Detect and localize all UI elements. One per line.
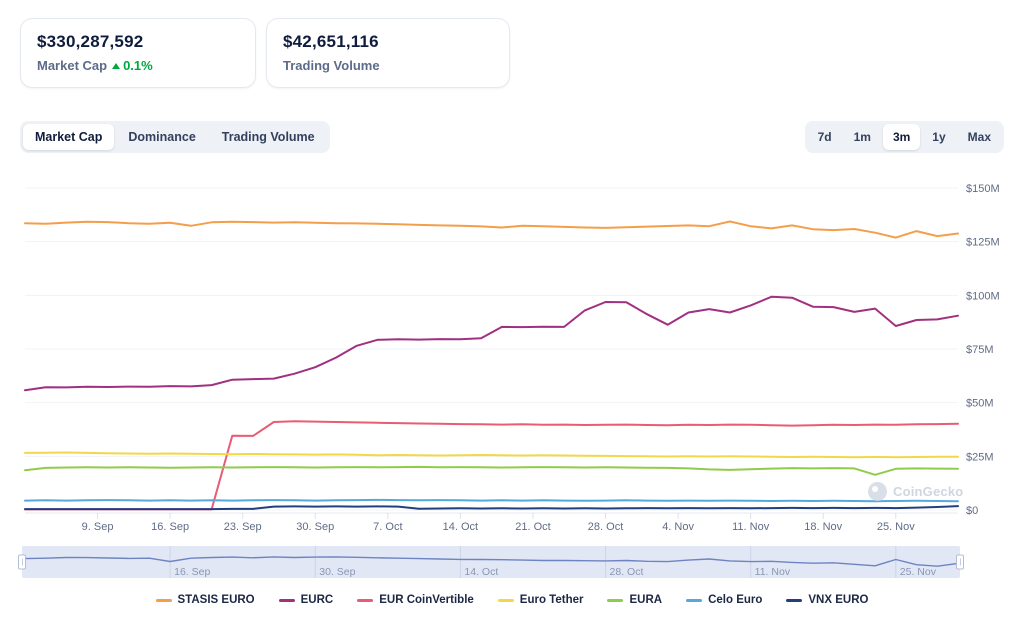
- gecko-logo-icon: [868, 482, 887, 501]
- legend-dash-icon: [278, 598, 295, 602]
- tab-dominance[interactable]: Dominance: [116, 124, 207, 150]
- legend-item-eura[interactable]: EURA: [607, 594, 662, 606]
- navigator-date-label: 25. Nov: [900, 566, 937, 578]
- x-axis-label: 14. Oct: [443, 521, 478, 533]
- chart-navigator[interactable]: 16. Sep 30. Sep 14. Oct 28. Oct 11. Nov 25. N…: [18, 546, 964, 578]
- y-axis-label: $0: [966, 505, 978, 517]
- x-axis-label: 7. Oct: [373, 521, 402, 533]
- navigator-date-label: 28. Oct: [610, 566, 644, 578]
- arrow-up-icon: [112, 62, 121, 69]
- range-1m[interactable]: 1m: [844, 124, 881, 150]
- tab-trading-volume[interactable]: Trading Volume: [210, 124, 327, 150]
- legend-dash-icon: [357, 598, 374, 602]
- y-axis-label: $75M: [966, 344, 994, 356]
- market-cap-label-row: Market Cap 0.1%: [37, 58, 239, 73]
- legend-item-vnx-euro[interactable]: VNX EURO: [786, 594, 868, 606]
- x-axis-label: 11. Nov: [732, 521, 770, 533]
- range-max[interactable]: Max: [958, 124, 1001, 150]
- market-cap-card: $330,287,592 Market Cap 0.1%: [20, 18, 256, 88]
- x-axis-label: 28. Oct: [588, 521, 623, 533]
- legend-label: VNX EURO: [808, 594, 869, 606]
- series-line-eur-coinvertible: [24, 420, 959, 511]
- x-axis-label: 4. Nov: [662, 521, 694, 533]
- y-axis-label: $100M: [966, 290, 1000, 302]
- navigator-canvas[interactable]: 16. Sep 30. Sep 14. Oct 28. Oct 11. Nov 25. N…: [22, 546, 960, 578]
- metric-tab-group: Market Cap Dominance Trading Volume: [20, 121, 330, 153]
- series-line-vnx-euro: [24, 505, 959, 511]
- x-axis-label: 30. Sep: [296, 521, 334, 533]
- navigator-date-label: 30. Sep: [319, 566, 355, 578]
- navigator-line: [24, 556, 959, 567]
- x-axis-label: 23. Sep: [224, 521, 262, 533]
- series-line-celo-euro: [24, 498, 959, 503]
- legend-label: Celo Euro: [708, 594, 763, 606]
- market-cap-label: Market Cap: [37, 58, 108, 73]
- market-cap-value: $330,287,592: [37, 32, 144, 51]
- x-axis-label: 9. Sep: [82, 521, 114, 533]
- legend-item-eurc[interactable]: EURC: [278, 594, 334, 606]
- market-cap-delta-value: 0.1%: [123, 58, 153, 73]
- chart-legend: STASIS EURO EURC EUR CoinVertible Euro Teth…: [0, 594, 1024, 606]
- series-line-eurc: [24, 295, 959, 392]
- legend-dash-icon: [155, 598, 172, 602]
- y-axis-label: $25M: [966, 451, 994, 463]
- y-axis-label: $50M: [966, 398, 994, 410]
- trading-volume-value: $42,651,116: [283, 32, 379, 51]
- x-axis-label: 21. Oct: [515, 521, 550, 533]
- navigator-date-label: 16. Sep: [174, 566, 210, 578]
- market-cap-delta: 0.1%: [112, 58, 153, 73]
- tab-market-cap[interactable]: Market Cap: [23, 124, 115, 150]
- legend-label: Euro Tether: [519, 594, 584, 606]
- coingecko-watermark: CoinGecko: [868, 482, 963, 501]
- series-line-eura: [24, 465, 959, 476]
- legend-item-euro-tether[interactable]: Euro Tether: [497, 594, 584, 606]
- trading-volume-card: $42,651,116 Trading Volume: [266, 18, 510, 88]
- market-cap-chart[interactable]: $0 $25M $50M $75M $100M $125M $150M 9. Sep 16. S…: [0, 140, 1024, 540]
- x-axis-label: 25. Nov: [877, 521, 915, 533]
- watermark-text: CoinGecko: [893, 484, 964, 499]
- navigator-date-label: 11. Nov: [755, 566, 791, 578]
- series-line-stasis-euro: [24, 220, 959, 239]
- x-axis-label: 16. Sep: [151, 521, 189, 533]
- navigator-date-label: 14. Oct: [464, 566, 498, 578]
- trading-volume-label: Trading Volume: [283, 58, 380, 73]
- legend-dash-icon: [607, 598, 624, 602]
- legend-dash-icon: [686, 598, 703, 602]
- series-line-euro-tether: [24, 451, 959, 459]
- range-3m[interactable]: 3m: [882, 124, 921, 150]
- x-axis-label: 18. Nov: [804, 521, 842, 533]
- legend-item-eur-coinvertible[interactable]: EUR CoinVertible: [357, 594, 474, 606]
- range-7d[interactable]: 7d: [808, 124, 842, 150]
- legend-label: EURC: [300, 594, 334, 606]
- navigator-left-handle[interactable]: [18, 554, 26, 570]
- time-range-group: 7d 1m 3m 1y Max: [804, 121, 1004, 153]
- chart-canvas[interactable]: $0 $25M $50M $75M $100M $125M $150M 9. Sep 16. S…: [0, 140, 1024, 540]
- legend-item-celo-euro[interactable]: Celo Euro: [686, 594, 762, 606]
- y-axis-label: $150M: [966, 183, 1000, 195]
- range-1y[interactable]: 1y: [922, 124, 955, 150]
- navigator-right-handle[interactable]: [956, 554, 964, 570]
- legend-dash-icon: [497, 598, 514, 602]
- y-axis-label: $125M: [966, 237, 1000, 249]
- legend-label: EURA: [629, 594, 663, 606]
- legend-label: STASIS EURO: [177, 594, 255, 606]
- legend-label: EUR CoinVertible: [379, 594, 474, 606]
- legend-dash-icon: [786, 598, 803, 602]
- legend-item-stasis-euro[interactable]: STASIS EURO: [155, 594, 255, 606]
